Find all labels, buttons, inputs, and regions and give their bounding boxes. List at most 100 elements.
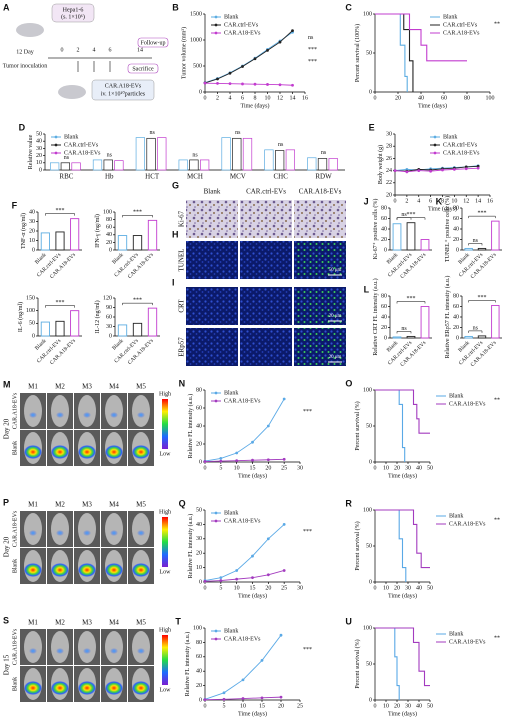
luminescence bbox=[56, 648, 64, 654]
point bbox=[279, 695, 283, 699]
x-tick-label: 10 bbox=[383, 585, 389, 591]
x-tick-label: 30 bbox=[405, 585, 411, 591]
panel-label: B bbox=[172, 2, 179, 12]
y-axis-label: Percent survival (100%) bbox=[354, 24, 361, 82]
legend-label: Blank bbox=[224, 510, 238, 516]
x-tick-label: 10 bbox=[451, 198, 457, 204]
point bbox=[241, 678, 245, 682]
y-tick-label: 0 bbox=[369, 89, 372, 95]
significance-bracket bbox=[396, 331, 412, 334]
legend-marker bbox=[214, 23, 218, 27]
y-tick-label: 20 bbox=[453, 237, 459, 243]
x-tick-label: 10 bbox=[234, 585, 240, 591]
y-tick-label: 60 bbox=[196, 654, 202, 660]
significance-bracket bbox=[122, 302, 153, 306]
colorbar bbox=[162, 635, 168, 685]
panel-label: L bbox=[364, 284, 370, 294]
y-tick-label: 100 bbox=[26, 308, 35, 314]
annotation: ns bbox=[401, 326, 407, 332]
point bbox=[235, 577, 239, 581]
x-tick-label: CHC bbox=[274, 173, 289, 181]
x-tick-label: 10 bbox=[234, 465, 240, 471]
point bbox=[266, 458, 270, 462]
annotation: ns bbox=[278, 142, 284, 148]
luminescence bbox=[29, 530, 37, 536]
panel-label: K bbox=[436, 196, 443, 206]
x-tick-label: RDW bbox=[315, 173, 332, 181]
legend-label: CAR.A18-EVs bbox=[443, 30, 480, 36]
point bbox=[253, 57, 257, 61]
y-tick-label: 0 bbox=[369, 459, 372, 465]
treatment-dose: iv. 1×10¹⁰particles bbox=[101, 90, 146, 97]
bar bbox=[117, 324, 128, 337]
mouse-icon bbox=[58, 85, 86, 99]
legend-label: CAR.A18-EVs bbox=[449, 401, 486, 407]
micrograph bbox=[240, 241, 292, 279]
x-axis-label: Time (days) bbox=[238, 472, 267, 479]
x-tick-label: 0 bbox=[204, 703, 207, 709]
x-tick-label: 0 bbox=[374, 465, 377, 471]
x-tick-label: 10 bbox=[383, 465, 389, 471]
luminescence bbox=[56, 412, 64, 418]
series-line bbox=[204, 570, 285, 582]
x-tick-label: HCT bbox=[145, 173, 160, 181]
colorbar-label: Low bbox=[160, 687, 172, 693]
mouse-body bbox=[132, 631, 150, 663]
survival-curve bbox=[375, 627, 400, 700]
point bbox=[241, 697, 245, 700]
annotation: ** bbox=[494, 635, 500, 641]
x-tick-label: 40 bbox=[416, 585, 422, 591]
bar bbox=[157, 137, 167, 171]
micrograph bbox=[294, 328, 346, 366]
x-tick-label: 20 bbox=[394, 465, 400, 471]
x-tick-label: 50 bbox=[427, 465, 433, 471]
y-tick-label: 60 bbox=[381, 304, 387, 310]
micrograph bbox=[186, 287, 238, 325]
bar bbox=[264, 149, 274, 171]
annotation: ** bbox=[494, 397, 500, 403]
bar bbox=[189, 159, 199, 171]
point bbox=[219, 579, 223, 582]
x-tick-label: 10 bbox=[265, 95, 271, 101]
dose-arrows bbox=[77, 61, 111, 72]
point bbox=[260, 696, 264, 700]
y-tick-label: 20 bbox=[36, 153, 42, 159]
luminescence bbox=[105, 445, 123, 459]
legend-marker bbox=[433, 143, 437, 147]
luminescence bbox=[78, 445, 96, 459]
annotation: *** bbox=[308, 47, 317, 53]
x-tick-label: 60 bbox=[441, 95, 447, 101]
annotation: ns bbox=[308, 35, 314, 41]
y-tick-label: 0 bbox=[456, 335, 459, 341]
x-tick-label: 4 bbox=[417, 198, 420, 204]
y-tick-label: 150 bbox=[26, 295, 35, 301]
luminescence bbox=[83, 648, 91, 654]
y-axis-label: IFN-γ (ng/ml) bbox=[94, 214, 101, 248]
x-tick-label: 2 bbox=[405, 198, 408, 204]
annotation: *** bbox=[478, 211, 487, 217]
x-tick-label: 5 bbox=[219, 465, 222, 471]
mouse-label: M5 bbox=[136, 501, 146, 509]
y-tick-label: 0 bbox=[384, 335, 387, 341]
series-line bbox=[204, 82, 293, 86]
colorbar bbox=[162, 517, 168, 567]
legend-marker bbox=[214, 391, 218, 395]
point bbox=[282, 569, 286, 572]
bar bbox=[92, 159, 103, 171]
x-tick-label: 15 bbox=[259, 703, 265, 709]
luminescence bbox=[132, 445, 150, 459]
y-tick-label: 80 bbox=[381, 205, 387, 211]
day-label: Day 20 bbox=[3, 536, 11, 557]
x-tick-label: 25 bbox=[297, 703, 303, 709]
bar bbox=[103, 159, 113, 171]
y-tick-label: 80 bbox=[196, 640, 202, 646]
x-tick-label: 20 bbox=[394, 703, 400, 709]
micrograph bbox=[186, 328, 238, 366]
y-tick-label: 500 bbox=[193, 63, 202, 69]
luminescence bbox=[83, 530, 91, 536]
y-tick-label: 40 bbox=[29, 209, 35, 215]
legend-marker bbox=[433, 151, 437, 155]
y-tick-label: 0 bbox=[384, 247, 387, 253]
bar bbox=[178, 159, 188, 171]
bar bbox=[40, 232, 50, 251]
